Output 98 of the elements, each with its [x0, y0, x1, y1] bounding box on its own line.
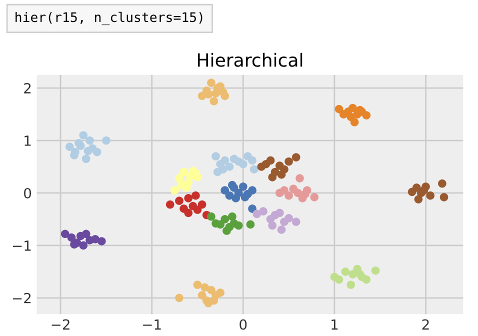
point	[170, 186, 179, 195]
point	[192, 191, 200, 200]
point	[184, 208, 193, 218]
y-tick-label: −1	[12, 240, 31, 251]
point	[259, 207, 268, 216]
point	[176, 180, 186, 190]
point	[277, 226, 286, 234]
point	[280, 186, 288, 195]
point	[193, 280, 202, 289]
point	[426, 191, 434, 200]
x-tick-label: 0	[240, 319, 247, 330]
point	[296, 174, 304, 182]
point	[341, 268, 350, 276]
point	[175, 294, 184, 302]
point	[250, 165, 258, 174]
point	[175, 196, 184, 206]
point	[346, 112, 356, 122]
point	[216, 288, 224, 297]
x-tick-label: −2	[52, 319, 70, 330]
point	[292, 153, 300, 162]
point	[70, 240, 78, 249]
point	[220, 215, 230, 224]
point	[310, 193, 319, 202]
point	[184, 194, 193, 202]
point	[97, 237, 106, 246]
point	[440, 193, 448, 202]
point	[266, 156, 275, 165]
point	[180, 168, 188, 176]
point	[220, 186, 230, 195]
point	[82, 154, 90, 164]
point	[60, 230, 70, 238]
point	[200, 283, 209, 292]
point	[76, 142, 85, 150]
point	[268, 173, 277, 182]
point	[301, 190, 310, 198]
y-tick-label: 0	[24, 188, 32, 198]
point	[216, 220, 224, 229]
point	[346, 280, 356, 289]
point	[102, 136, 110, 145]
point	[248, 186, 256, 195]
point	[225, 191, 234, 200]
point	[414, 195, 423, 204]
point	[218, 165, 228, 174]
point	[79, 131, 88, 140]
point	[334, 104, 344, 114]
point	[210, 96, 218, 106]
point	[277, 170, 286, 179]
point	[166, 200, 174, 209]
point	[240, 193, 250, 202]
point	[207, 212, 216, 221]
x-tick-label: 2	[422, 319, 429, 330]
point	[362, 275, 371, 284]
x-tick-label: 1	[332, 319, 338, 330]
point	[284, 191, 293, 200]
point	[334, 275, 344, 284]
point	[82, 230, 90, 238]
y-tick-label: 2	[24, 83, 31, 94]
y-tick-label: −2	[12, 292, 31, 304]
point	[198, 291, 206, 300]
point	[284, 214, 293, 222]
point	[238, 160, 248, 168]
chart-title: Hierarchical	[198, 52, 302, 67]
point	[66, 142, 74, 151]
point	[248, 204, 256, 213]
point	[284, 157, 293, 166]
point	[79, 241, 88, 250]
point	[228, 180, 236, 190]
point	[207, 78, 216, 87]
point	[292, 218, 300, 226]
point	[225, 162, 234, 171]
point	[268, 221, 277, 230]
point	[371, 266, 380, 275]
point	[438, 179, 446, 188]
point	[210, 296, 218, 305]
point	[222, 226, 231, 235]
point	[362, 111, 371, 120]
point	[246, 220, 255, 229]
point	[92, 148, 102, 156]
point	[420, 186, 428, 195]
point	[67, 233, 76, 242]
point	[86, 136, 94, 145]
point	[252, 210, 262, 218]
point	[198, 200, 206, 209]
y-tick-label: 1	[24, 136, 31, 146]
point	[234, 221, 243, 230]
point	[218, 88, 228, 96]
point	[193, 206, 202, 214]
point	[348, 104, 357, 112]
point	[276, 208, 284, 218]
point	[248, 156, 256, 165]
point	[232, 194, 240, 202]
point	[228, 212, 236, 221]
x-tick-label: −1	[143, 319, 161, 330]
point	[238, 182, 248, 191]
point	[220, 156, 230, 165]
text: hier(r15, n_clusters=15)	[16, 12, 202, 26]
point	[212, 152, 220, 160]
point	[356, 270, 364, 278]
